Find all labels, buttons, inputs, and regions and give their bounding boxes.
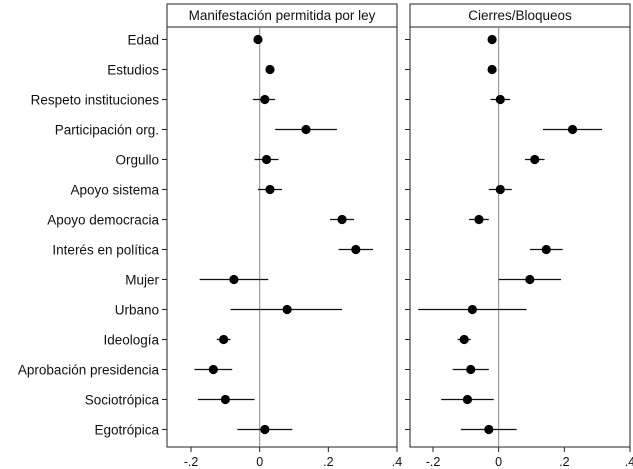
y-category-label: Apoyo sistema	[70, 182, 159, 197]
coef-point	[301, 124, 311, 135]
coef-point	[541, 244, 551, 255]
coef-point	[474, 214, 484, 225]
y-category-label: Urbano	[115, 302, 159, 317]
x-tick-label: 0	[256, 455, 263, 469]
coef-point	[487, 34, 497, 45]
coef-point	[337, 214, 347, 225]
y-category-label: Respeto instituciones	[31, 92, 160, 107]
coef-point	[462, 394, 473, 405]
coef-point	[459, 334, 469, 345]
y-category-label: Estudios	[107, 62, 159, 77]
coef-point	[495, 94, 505, 105]
plot-region	[409, 26, 631, 448]
x-tick-label: .2	[323, 455, 333, 469]
coef-point	[208, 364, 218, 375]
coef-point	[466, 364, 476, 375]
coef-point	[220, 394, 230, 405]
x-tick-label: -.2	[426, 455, 441, 469]
x-tick-label: .4	[625, 455, 633, 469]
x-tick-label: 0	[495, 455, 502, 469]
coef-point	[484, 424, 494, 435]
coef-point	[282, 304, 292, 315]
coef-point	[261, 154, 272, 165]
coef-point	[487, 64, 497, 75]
coef-point	[260, 94, 270, 105]
coef-point	[260, 424, 270, 435]
coef-point	[351, 244, 361, 255]
coef-point	[525, 274, 535, 285]
plot-region	[166, 26, 398, 448]
x-tick-label: .4	[392, 455, 402, 469]
coef-point	[467, 304, 477, 315]
y-category-label: Sociotrópica	[85, 392, 160, 407]
coef-point	[265, 184, 275, 195]
coef-point	[265, 64, 275, 75]
coef-point	[567, 124, 578, 135]
x-tick-label: .2	[559, 455, 569, 469]
y-category-label: Participación org.	[55, 122, 159, 137]
panel-title: Manifestación permitida por ley	[189, 8, 376, 23]
y-category-label: Edad	[127, 32, 159, 47]
coef-point	[495, 184, 505, 195]
y-category-label: Orgullo	[115, 152, 159, 167]
y-category-label: Interés en política	[52, 242, 159, 257]
coef-point	[229, 274, 239, 285]
coef-point	[530, 154, 540, 165]
y-category-label: Ideología	[103, 332, 159, 347]
panel-title: Cierres/Bloqueos	[468, 8, 572, 23]
x-tick-label: -.2	[184, 455, 199, 469]
y-category-label: Apoyo democracia	[47, 212, 159, 227]
y-category-label: Egotrópica	[94, 422, 159, 437]
y-category-label: Mujer	[125, 272, 159, 287]
y-category-label: Aprobación presidencia	[18, 362, 160, 377]
coef-point	[253, 34, 263, 45]
coef-point	[219, 334, 229, 345]
